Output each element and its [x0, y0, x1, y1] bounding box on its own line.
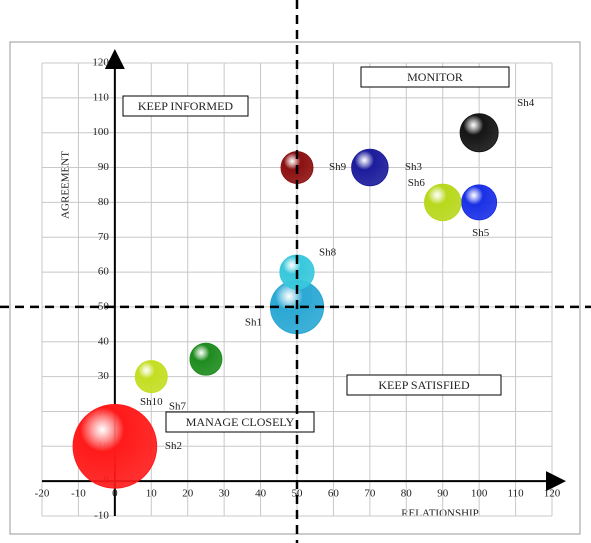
x-tick-label: 110: [508, 488, 525, 500]
chart-frame: [9, 41, 581, 535]
x-tick-label: 0: [112, 488, 118, 500]
y-tick-label: 110: [93, 91, 110, 103]
bubble: [459, 113, 499, 153]
bubble-label: Sh5: [472, 227, 490, 239]
y-tick-label: 100: [92, 126, 109, 138]
bubble: [134, 360, 168, 394]
x-tick-label: 50: [292, 488, 304, 500]
x-axis-label: RELATIONSHIP: [401, 508, 479, 520]
x-tick-label: 20: [182, 488, 194, 500]
y-axis-label: AGREEMENT: [60, 151, 72, 219]
y-tick-label: 90: [98, 161, 110, 173]
x-tick-label: 70: [364, 488, 376, 500]
y-tick-label: 60: [98, 266, 110, 278]
x-tick-label: 80: [401, 488, 413, 500]
bubble: [189, 342, 223, 376]
x-tick-label: 30: [219, 488, 231, 500]
annotation: KEEP INFORMED: [138, 99, 234, 113]
bubble-label: Sh1: [245, 316, 262, 328]
x-tick-label: 100: [471, 488, 488, 500]
annotation: MANAGE CLOSELY: [186, 415, 295, 429]
bubble: [351, 148, 389, 187]
annotation-box: [346, 374, 502, 396]
x-tick-label: 40: [255, 488, 267, 500]
bubble: [461, 184, 498, 221]
bubble-label: Sh6: [408, 177, 426, 189]
y-tick-label: 120: [92, 57, 109, 69]
y-tick-label: 50: [98, 300, 110, 312]
bubble-label: Sh3: [405, 161, 423, 173]
y-tick-label: -10: [94, 510, 109, 522]
bubble-label: Sh2: [165, 440, 182, 452]
x-tick-label: 90: [437, 488, 449, 500]
x-tick-label: 120: [544, 488, 561, 500]
y-tick-label: 30: [98, 370, 110, 382]
annotation: KEEP SATISFIED: [378, 378, 470, 392]
x-tick-label: 60: [328, 488, 340, 500]
bubble: [72, 404, 158, 489]
annotation-box: [360, 66, 510, 88]
bubble-label: Sh10: [140, 396, 163, 408]
annotation: MONITOR: [407, 70, 463, 84]
x-tick-label: -20: [35, 488, 50, 500]
bubble: [423, 183, 462, 222]
x-tick-label: -10: [71, 488, 86, 500]
y-tick-label: 80: [98, 196, 110, 208]
bubble-label: Sh9: [329, 161, 347, 173]
bubble-label: Sh7: [169, 401, 187, 413]
annotation-box: [122, 95, 249, 117]
x-tick-label: 10: [146, 488, 158, 500]
bubble-label: Sh4: [517, 97, 535, 109]
annotation-box: [165, 411, 315, 433]
bubble-label: Sh8: [319, 247, 337, 259]
y-tick-label: 70: [98, 231, 110, 243]
y-tick-label: 40: [98, 335, 110, 347]
